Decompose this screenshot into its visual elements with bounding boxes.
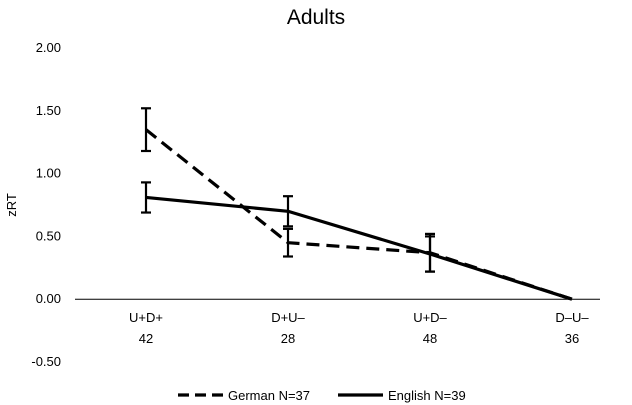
- y-axis-ticks: 2.00 1.50 1.00 0.50 0.00 -0.50: [31, 40, 61, 369]
- series-line: [145, 128, 573, 301]
- x-category-label: U+D–: [413, 310, 447, 325]
- y-tick-label: 0.50: [36, 228, 61, 243]
- series-2: [141, 181, 573, 301]
- series-line: [145, 195, 573, 301]
- legend-label: German N=37: [228, 388, 310, 403]
- y-tick-label: 0.00: [36, 291, 61, 306]
- y-tick-label: 2.00: [36, 40, 61, 55]
- y-tick-label: 1.00: [36, 166, 61, 181]
- x-category-label: D+U–: [271, 310, 305, 325]
- x-category-count: 42: [139, 331, 153, 346]
- x-category-count: 48: [423, 331, 437, 346]
- legend-label: English N=39: [388, 388, 466, 403]
- y-tick-label: -0.50: [31, 354, 61, 369]
- x-category-label: D–U–: [555, 310, 589, 325]
- y-axis-label: zRT: [4, 193, 19, 217]
- x-category-label: U+D+: [129, 310, 163, 325]
- x-category-count: 36: [565, 331, 579, 346]
- chart-title: Adults: [287, 6, 345, 29]
- y-tick-label: 1.50: [36, 103, 61, 118]
- x-category-count: 28: [281, 331, 295, 346]
- legend: German N=37 English N=39: [178, 388, 466, 403]
- x-axis-categories: U+D+ 42 D+U– 28 U+D– 48 D–U– 36: [129, 310, 589, 346]
- series-layer: [141, 107, 573, 301]
